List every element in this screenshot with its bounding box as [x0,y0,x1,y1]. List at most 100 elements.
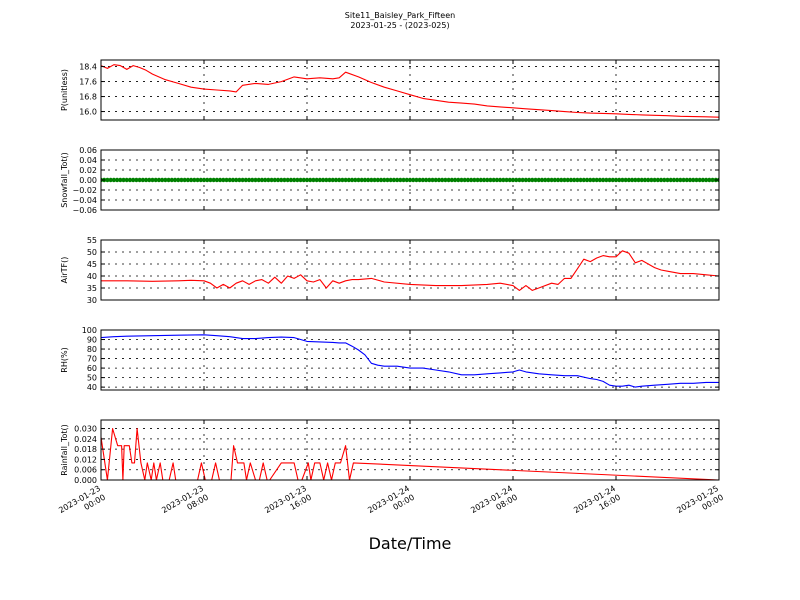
data-point [304,177,310,183]
data-point [301,177,306,183]
y-axis-label: P(unitless) [60,69,69,111]
data-point [697,177,702,183]
data-point [481,177,487,183]
x-axis-label: Date/Time [368,534,452,553]
data-point [565,177,570,183]
data-point [298,177,303,183]
data-point [237,177,242,183]
data-point [250,177,255,183]
data-point [201,177,207,183]
data-point [591,177,596,183]
data-point [655,177,661,183]
data-point [205,177,210,183]
y-tick-label: 16.8 [79,93,97,102]
data-point [359,177,364,183]
data-point [578,177,583,183]
data-point [327,177,332,183]
data-point [156,177,162,183]
data-point [256,177,261,183]
data-point [314,177,319,183]
data-point [127,177,133,183]
data-point [530,177,535,183]
data-point [291,177,297,183]
data-point [230,177,236,183]
data-point [626,177,632,183]
data-point [111,177,117,183]
data-point [671,177,677,183]
data-point [423,177,429,183]
data-point [533,177,538,183]
data-point [491,177,496,183]
data-point [462,177,467,183]
y-tick-label: 40 [87,272,97,281]
data-point [398,177,403,183]
y-tick-label: 40 [87,383,97,392]
data-point [372,177,377,183]
data-point [134,177,139,183]
data-point [137,177,142,183]
data-point [140,177,146,183]
data-point [356,177,361,183]
data-point [520,177,525,183]
series-group [101,428,719,480]
data-point [636,177,641,183]
data-point [633,177,638,183]
data-point [108,177,113,183]
data-point [411,177,416,183]
data-point [568,177,574,183]
data-point [546,177,551,183]
data-point [311,177,316,183]
y-tick-label: 70 [87,355,97,364]
data-point [642,177,648,183]
data-point [118,177,123,183]
y-axis-label: RH(%) [60,347,69,372]
data-point [552,177,558,183]
data-point [600,177,606,183]
series-line [101,64,719,118]
y-tick-label: 30 [87,296,97,305]
data-point [507,177,512,183]
data-point [378,177,384,183]
y-tick-label: 0.06 [79,146,97,155]
data-point [198,177,203,183]
data-point [555,177,561,183]
data-point [369,177,374,183]
y-tick-label: 18.4 [79,63,97,72]
data-point [365,177,371,183]
data-point [317,177,323,183]
data-point [575,177,580,183]
data-point [147,177,152,183]
data-point [668,177,673,183]
data-point [452,177,458,183]
data-point [584,177,590,183]
data-point [439,177,445,183]
data-point [211,177,216,183]
data-point [645,177,651,183]
data-point [510,177,516,183]
data-point [143,177,149,183]
data-point [114,177,120,183]
data-point [649,177,654,183]
data-point [253,177,258,183]
data-point [674,177,680,183]
data-point [308,177,313,183]
data-point [684,177,690,183]
y-axis-label: AirTF() [60,257,69,284]
data-point [179,177,184,183]
data-point [414,177,419,183]
data-point [617,177,622,183]
data-point [700,177,706,183]
data-point [330,177,335,183]
data-point [221,177,226,183]
y-tick-label: 50 [87,374,97,383]
y-tick-label: −0.06 [72,206,97,215]
data-point [150,177,155,183]
y-tick-label: 55 [87,236,97,245]
data-point [166,177,171,183]
y-tick-label: 35 [87,284,97,293]
data-point [613,177,619,183]
